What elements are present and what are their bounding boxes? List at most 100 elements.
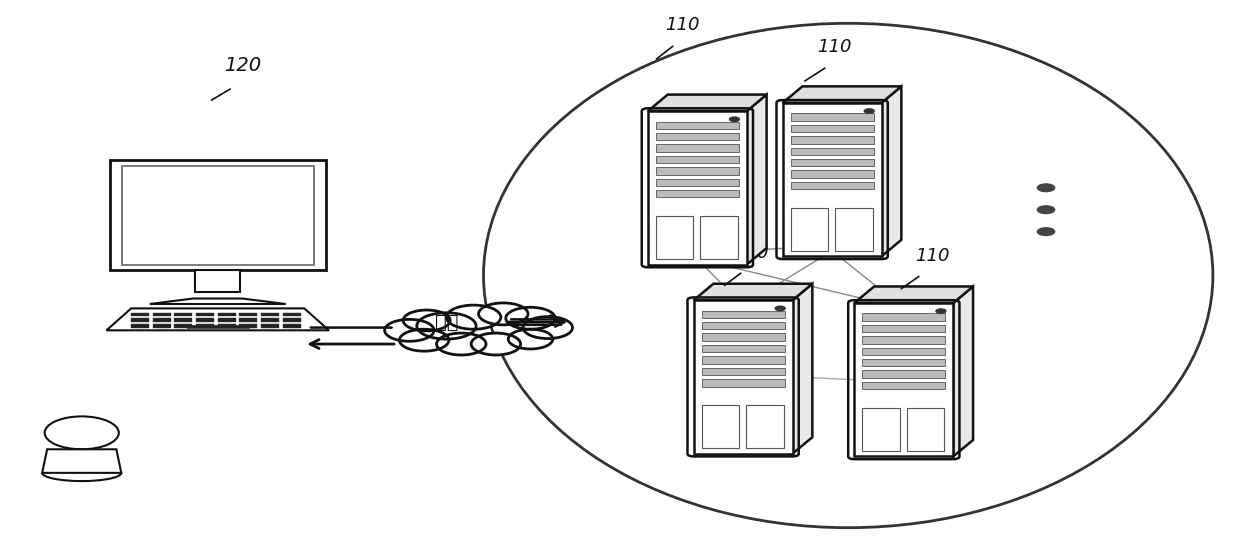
Text: 网络: 网络 [435,312,458,332]
Bar [701,368,784,375]
Bar [282,313,301,316]
Circle shape [506,307,555,329]
Circle shape [403,310,450,331]
Bar [655,190,738,197]
Bar [121,166,313,264]
Bar [746,405,784,448]
Bar [648,111,747,264]
Bar [862,382,945,389]
Text: 110: 110 [818,38,852,56]
Bar [239,318,258,322]
Bar [131,313,149,316]
Bar [862,370,945,378]
Circle shape [1037,184,1054,192]
Bar [694,300,793,453]
Circle shape [45,417,119,449]
Circle shape [436,333,486,355]
Bar [152,313,171,316]
Bar [855,303,953,456]
Polygon shape [747,95,767,264]
Circle shape [399,329,449,351]
Polygon shape [694,284,813,300]
Bar [655,167,738,175]
Circle shape [935,309,945,314]
Circle shape [865,109,875,113]
Bar [783,103,882,256]
Bar [790,182,873,189]
Bar [261,324,279,328]
Bar [701,379,784,386]
Bar [862,336,945,344]
Bar [655,216,694,259]
Circle shape [1037,228,1054,235]
Circle shape [1037,206,1054,214]
Polygon shape [150,299,286,304]
Ellipse shape [483,23,1213,528]
Bar [655,133,738,141]
Polygon shape [107,309,330,330]
Bar [152,318,171,322]
Bar [655,144,738,152]
Bar [701,356,784,364]
Bar [655,156,738,163]
Polygon shape [855,287,973,303]
Bar [790,148,873,155]
Bar [282,318,301,322]
Bar [862,359,945,366]
Bar [239,324,258,328]
Circle shape [508,329,553,349]
Circle shape [446,305,501,329]
Bar [196,324,214,328]
Bar [790,125,873,132]
Bar [790,208,828,251]
Bar [218,313,235,316]
Bar [261,313,279,316]
Bar [862,325,945,332]
Polygon shape [42,449,121,473]
Text: 110: 110 [916,246,949,264]
Circle shape [471,333,520,355]
Bar [701,333,784,341]
Text: 110: 110 [665,17,700,34]
Polygon shape [783,87,901,103]
Text: 120: 120 [224,56,261,75]
Bar [196,270,240,292]
Bar [218,318,235,322]
Bar [175,313,192,316]
Polygon shape [648,95,767,111]
Bar [790,170,873,178]
Bar [862,408,900,451]
Circle shape [730,117,740,121]
Bar [701,405,740,448]
Bar [790,114,873,121]
Bar [790,159,873,166]
Bar [700,216,738,259]
Bar [655,179,738,186]
Bar [261,318,279,322]
Bar [701,322,784,329]
Bar [218,324,235,328]
Circle shape [523,317,572,338]
Bar [131,318,149,322]
Bar [907,408,944,451]
Bar [152,324,171,328]
Bar [187,325,249,328]
Bar [790,136,873,143]
Bar [282,324,301,328]
Bar [701,311,784,318]
Circle shape [384,320,434,341]
Polygon shape [882,87,901,256]
Bar [196,318,214,322]
Circle shape [416,313,476,339]
Circle shape [478,303,528,325]
Bar [862,314,945,321]
Bar [196,313,214,316]
Bar [175,324,192,328]
Bar [131,324,149,328]
Circle shape [776,306,786,311]
Bar [862,348,945,355]
Polygon shape [793,284,813,453]
Bar [835,208,872,251]
Bar [701,345,784,352]
Polygon shape [953,287,973,456]
